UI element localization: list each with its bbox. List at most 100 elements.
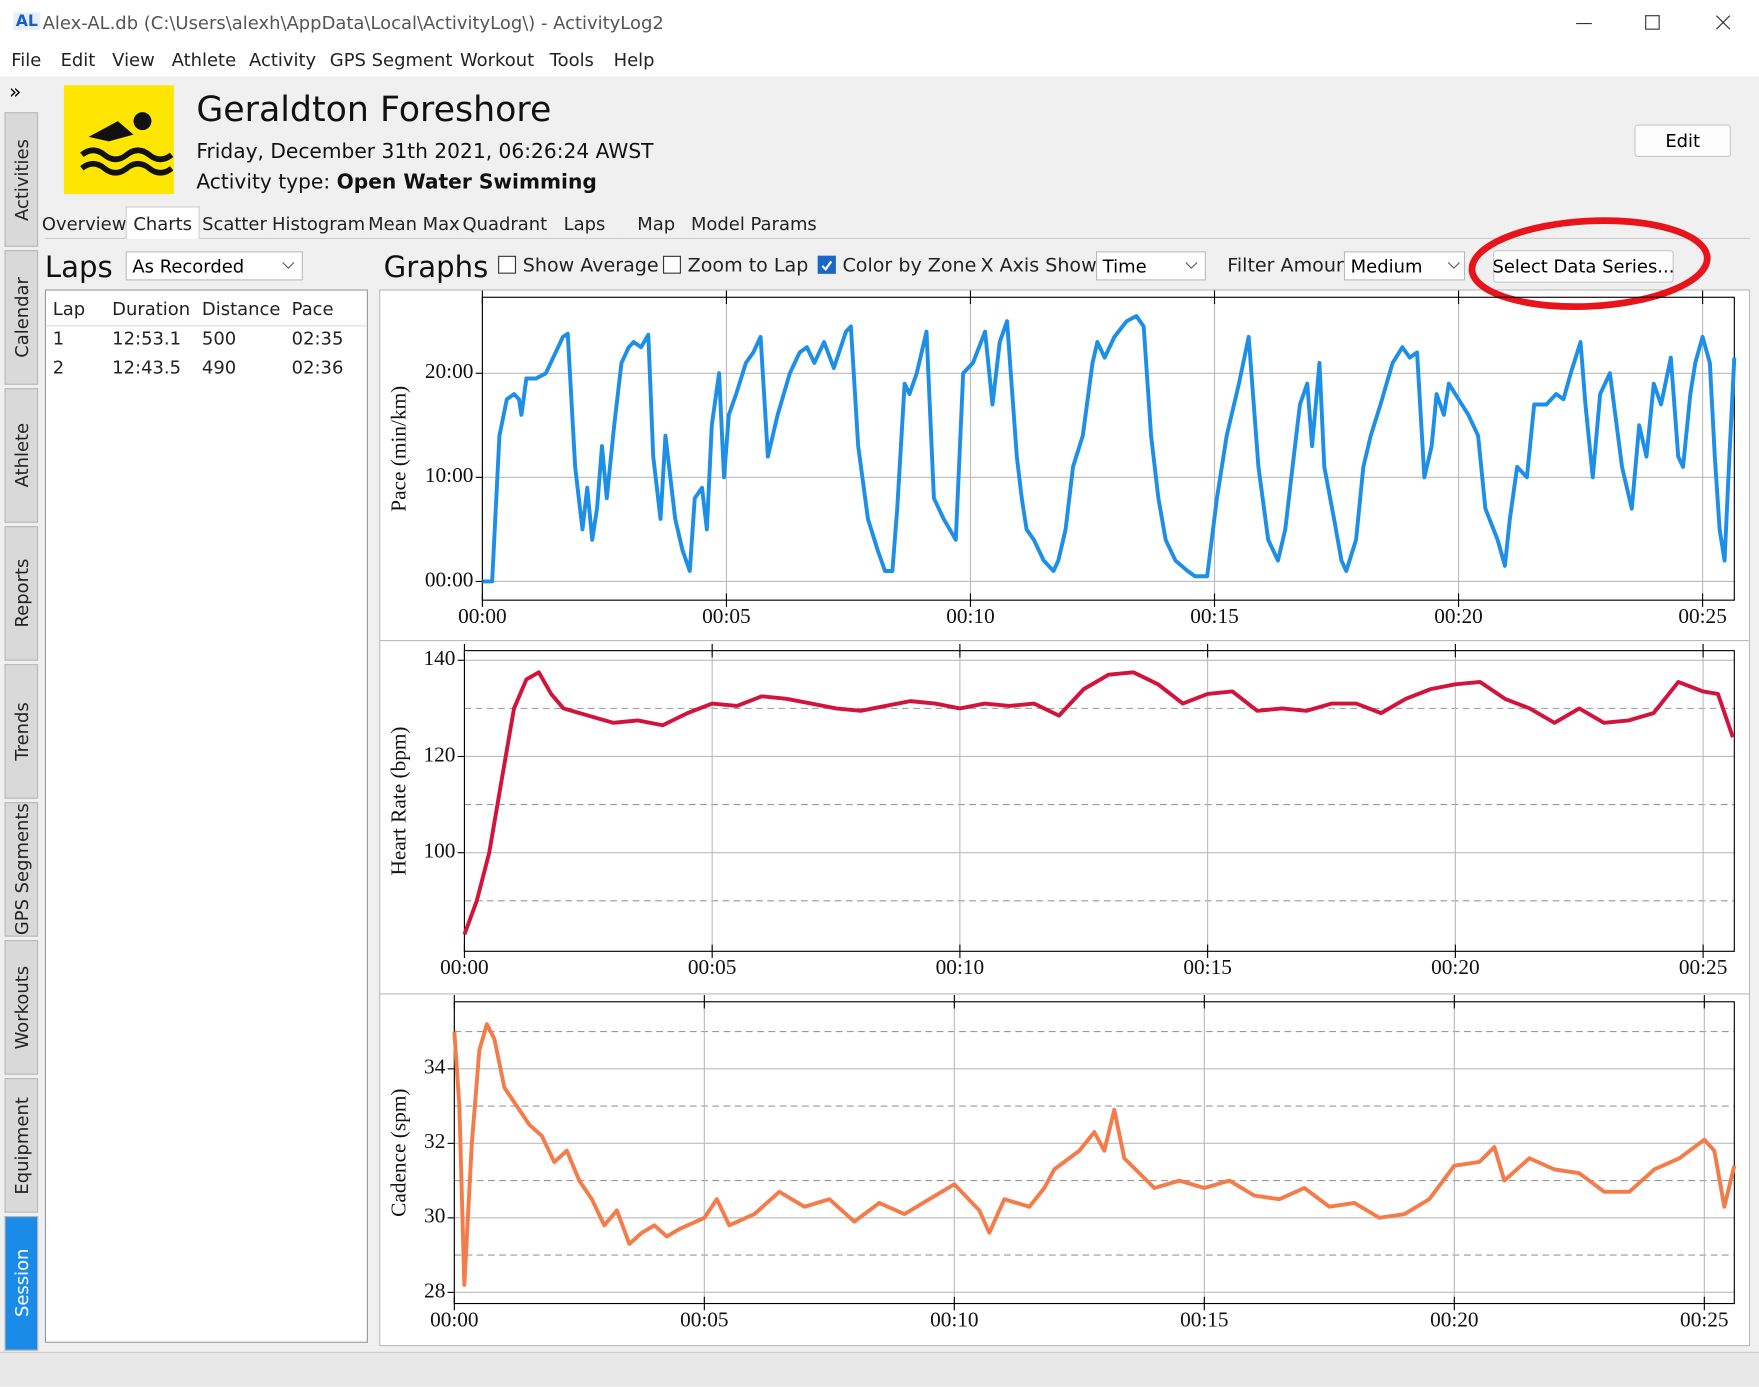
tab[interactable]: Quadrant <box>462 208 548 238</box>
sidebar-tab[interactable]: Reports <box>4 526 39 661</box>
laps-cell: 12:53.1 <box>112 327 182 349</box>
y-tick-label: 00:00 <box>425 567 474 591</box>
laps-column-header: Distance <box>201 298 281 320</box>
dropdown-arrow <box>1185 262 1198 269</box>
checkbox-label[interactable]: Show Average <box>522 254 659 278</box>
x-tick-label: 00:10 <box>946 604 995 628</box>
x-axis-dropdown[interactable]: Time <box>1096 251 1206 281</box>
laps-cell: 02:36 <box>291 356 344 379</box>
y-tick-label: 120 <box>424 742 456 766</box>
laps-cell: 500 <box>201 327 237 349</box>
x-tick-label: 00:20 <box>1434 604 1483 628</box>
y-tick-label: 30 <box>424 1204 445 1228</box>
laps-mode-dropdown[interactable]: As Recorded <box>125 251 303 281</box>
menu-item[interactable]: Workout <box>459 49 535 71</box>
app-icon: AL <box>13 12 41 31</box>
checkbox[interactable] <box>498 255 517 274</box>
menu-item[interactable]: Edit <box>60 49 96 71</box>
laps-cell: 2 <box>52 356 65 379</box>
y-tick-label: 32 <box>424 1129 445 1153</box>
data-line <box>452 1022 1737 1287</box>
checkbox-label[interactable]: Color by Zone <box>842 254 977 278</box>
menu-item[interactable]: View <box>112 49 155 71</box>
sidebar-tab[interactable]: Athlete <box>4 388 39 523</box>
filter-dropdown[interactable]: Medium <box>1343 251 1466 281</box>
sidebar-expand[interactable]: » <box>8 80 22 105</box>
sidebar-tab[interactable]: GPS Segments <box>4 802 39 937</box>
menu-item[interactable]: GPS Segment <box>329 49 453 71</box>
y-axis-label: Heart Rate (bpm) <box>386 726 410 875</box>
plot-frame <box>481 296 1735 601</box>
activity-date: Friday, December 31th 2021, 06:26:24 AWS… <box>196 140 654 164</box>
tab[interactable]: Laps <box>549 208 620 238</box>
sidebar-tab[interactable]: Workouts <box>4 940 39 1075</box>
x-tick-label: 00:05 <box>702 604 751 628</box>
x-tick-label: 00:25 <box>1678 604 1727 628</box>
laps-cell: 490 <box>201 356 237 379</box>
window-controls[interactable] <box>1565 9 1744 38</box>
tab[interactable]: Scatter <box>199 208 270 238</box>
close[interactable] <box>1715 15 1731 30</box>
activity-type-row: Activity type: Open Water Swimming <box>196 171 596 195</box>
x-tick-label: 00:20 <box>1431 955 1480 979</box>
swimmer-icon <box>80 112 174 176</box>
y-tick-label: 20:00 <box>425 359 474 383</box>
sidebar-tab[interactable]: Calendar <box>4 250 39 385</box>
menu-item[interactable]: Help <box>613 49 655 71</box>
tab[interactable]: Model Params <box>691 208 817 238</box>
charts-panel <box>379 289 1751 1347</box>
title-menu-bar <box>0 0 1759 77</box>
data-line <box>462 670 1735 936</box>
tab[interactable]: Map <box>621 208 692 238</box>
tab[interactable]: Charts <box>125 206 200 239</box>
select-data-series-button[interactable]: Select Data Series... <box>1492 250 1674 283</box>
plot-frame <box>453 1001 1735 1305</box>
checkbox[interactable] <box>817 255 836 274</box>
laps-cell: 12:43.5 <box>112 356 182 379</box>
graphs-title: Graphs <box>383 251 489 285</box>
edit-button[interactable]: Edit <box>1634 124 1731 158</box>
laps-cell: 02:35 <box>291 327 344 349</box>
x-tick-label: 00:05 <box>688 955 737 979</box>
y-axis-label: Cadence (spm) <box>386 1088 410 1216</box>
menu-item[interactable]: Athlete <box>171 49 237 71</box>
activity-type: Open Water Swimming <box>336 170 597 195</box>
checkbox[interactable] <box>662 255 681 274</box>
laps-cell: 1 <box>52 327 65 349</box>
x-tick-label: 00:25 <box>1680 1307 1729 1331</box>
y-tick-label: 10:00 <box>425 463 474 487</box>
red-annotation-circle <box>1468 217 1711 311</box>
laps-column-header: Pace <box>291 298 334 320</box>
menu-item[interactable]: Tools <box>549 49 594 71</box>
x-tick-label: 00:10 <box>930 1307 979 1331</box>
checkbox-label[interactable]: Zoom to Lap <box>687 254 809 278</box>
sidebar-tab[interactable]: Activities <box>4 112 39 247</box>
tab[interactable]: Overview <box>42 208 126 238</box>
activity-icon <box>63 85 174 195</box>
x-tick-label: 00:15 <box>1190 604 1239 628</box>
sidebar-tab[interactable]: Equipment <box>4 1078 39 1213</box>
activity-title: Geraldton Foreshore <box>196 89 552 131</box>
menu-item[interactable]: Activity <box>249 49 317 71</box>
x-tick-label: 00:05 <box>680 1307 729 1331</box>
x-tick-label: 00:15 <box>1180 1307 1229 1331</box>
sidebar-tab[interactable]: Session <box>4 1216 39 1351</box>
x-tick-label: 00:25 <box>1679 955 1728 979</box>
x-tick-label: 00:10 <box>936 955 985 979</box>
sidebar-tab[interactable]: Trends <box>4 664 39 799</box>
x-tick-label: 00:20 <box>1430 1307 1479 1331</box>
check-mark <box>821 260 833 271</box>
laps-column-header: Lap <box>52 298 86 320</box>
tab[interactable]: Histogram <box>271 208 366 238</box>
y-tick-label: 100 <box>424 839 456 863</box>
laps-column-header: Duration <box>112 298 191 320</box>
laps-header-rule <box>45 325 367 327</box>
y-tick-label: 140 <box>424 646 456 670</box>
maximize[interactable] <box>1645 15 1660 30</box>
window-title: Alex-AL.db (C:\Users\alexh\AppData\Local… <box>42 12 664 34</box>
menu-item[interactable]: File <box>11 49 42 71</box>
tab[interactable]: Mean Max <box>367 208 460 238</box>
